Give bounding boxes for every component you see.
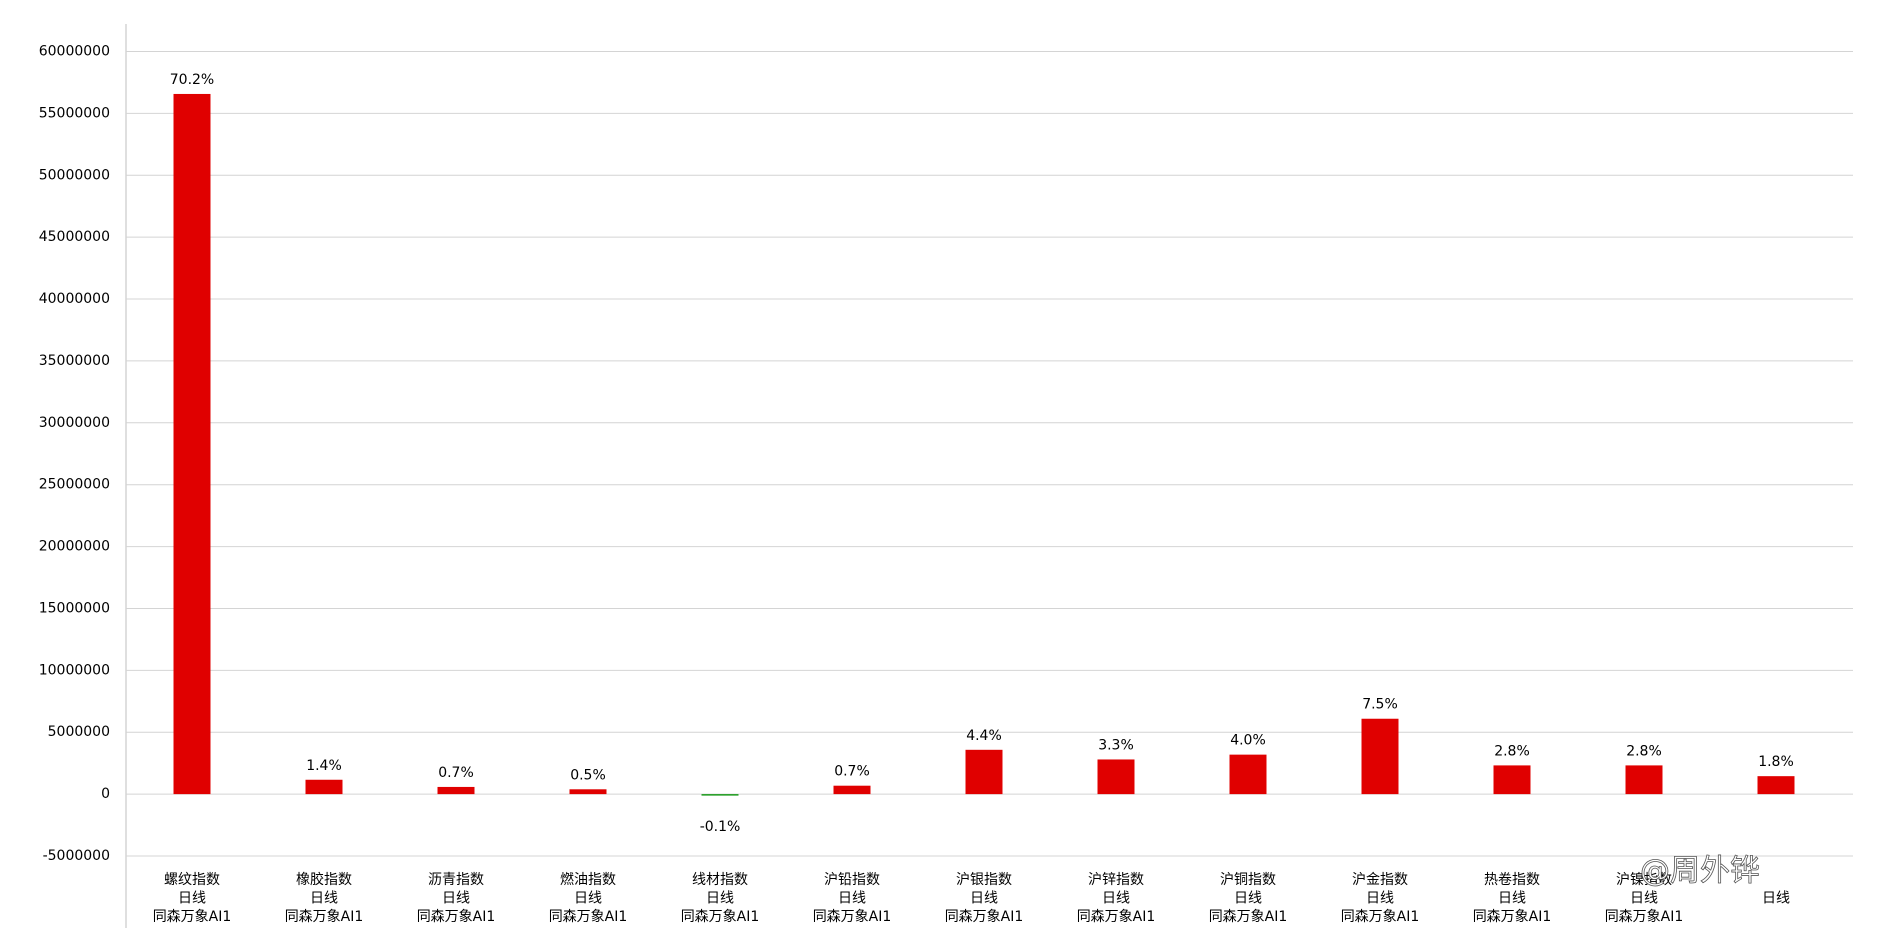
x-tick-label: 同森万象AI1 [1473,909,1552,925]
x-tick-label: 日线 [574,891,602,907]
x-tick-label: 同森万象AI1 [549,909,628,925]
y-tick-label: 25000000 [39,477,110,493]
bar [305,779,343,795]
data-label: 2.8% [1626,743,1662,759]
x-tick-label: 日线 [706,891,734,907]
data-label: 0.5% [570,767,606,783]
data-label: 1.4% [306,758,342,774]
y-tick-label: 10000000 [39,662,110,678]
data-label: 7.5% [1362,697,1398,713]
x-tick-label: 沥青指数 [428,872,484,888]
x-tick-label: 日线 [1762,891,1790,907]
data-label: 4.4% [966,728,1002,744]
bar [1097,759,1135,795]
data-label: 4.0% [1230,733,1266,749]
x-tick-label: 热卷指数 [1484,872,1540,888]
bar [965,749,1003,795]
y-tick-label: -5000000 [43,848,110,864]
x-tick-label: 日线 [1102,891,1130,907]
data-label: 0.7% [834,764,870,780]
x-tick-label: 日线 [442,891,470,907]
bar [569,789,607,795]
y-tick-label: 60000000 [39,44,110,60]
x-tick-label: 橡胶指数 [296,871,352,888]
x-tick-label: 日线 [1498,891,1526,907]
x-tick-label: 同森万象AI1 [1209,909,1288,925]
data-label: 0.7% [438,765,474,781]
x-tick-label: 沪铜指数 [1220,872,1276,888]
x-tick-label: 同森万象AI1 [681,909,760,925]
bar [1493,765,1531,795]
x-tick-label: 沪镍指数 [1616,872,1672,888]
x-tick-label: 沪锌指数 [1088,872,1144,888]
x-tick-label: 线材指数 [692,872,748,888]
y-tick-label: 0 [101,786,110,802]
bar [833,785,871,795]
x-tick-label: 同森万象AI1 [153,909,232,925]
y-tick-label: 35000000 [39,353,110,369]
data-label: 1.8% [1758,754,1794,770]
x-tick-label: 沪铅指数 [824,872,880,888]
bar [437,786,475,795]
x-tick-label: 日线 [178,891,206,907]
y-tick-label: 50000000 [39,167,110,183]
y-tick-label: 30000000 [39,415,110,431]
x-tick-label: 日线 [1366,891,1394,907]
watermark: @周外铧 [1640,854,1760,889]
bar [1361,718,1399,795]
bar [701,794,739,796]
x-tick-label: 沪金指数 [1352,872,1408,888]
x-tick-label: 日线 [310,891,338,907]
x-tick-label: 同森万象AI1 [1605,909,1684,925]
bar [173,93,211,795]
bar [1229,754,1267,795]
x-tick-label: 同森万象AI1 [813,909,892,925]
x-tick-label: 燃油指数 [560,871,616,888]
x-tick-label: 同森万象AI1 [1341,909,1420,925]
data-label: -0.1% [700,819,741,835]
x-tick-label: 同森万象AI1 [285,909,364,925]
x-tick-label: 日线 [838,891,866,907]
x-tick-label: 日线 [1630,891,1658,907]
data-label: 2.8% [1494,743,1530,759]
x-tick-label: 螺纹指数 [164,872,220,888]
y-tick-label: 40000000 [39,291,110,307]
y-tick-label: 5000000 [48,724,110,740]
bar [1757,776,1795,795]
x-tick-label: 沪银指数 [956,872,1012,888]
x-tick-label: 日线 [970,891,998,907]
x-tick-label: 同森万象AI1 [417,909,496,925]
data-label: 3.3% [1098,737,1134,753]
x-tick-label: 同森万象AI1 [945,909,1024,925]
x-tick-label: 同森万象AI1 [1077,909,1156,925]
y-tick-label: 55000000 [39,105,110,121]
x-tick-label: 日线 [1234,891,1262,907]
y-tick-label: 45000000 [39,229,110,245]
bar [1625,765,1663,795]
y-tick-label: 15000000 [39,600,110,616]
data-label: 70.2% [170,72,214,88]
y-tick-label: 20000000 [39,539,110,555]
